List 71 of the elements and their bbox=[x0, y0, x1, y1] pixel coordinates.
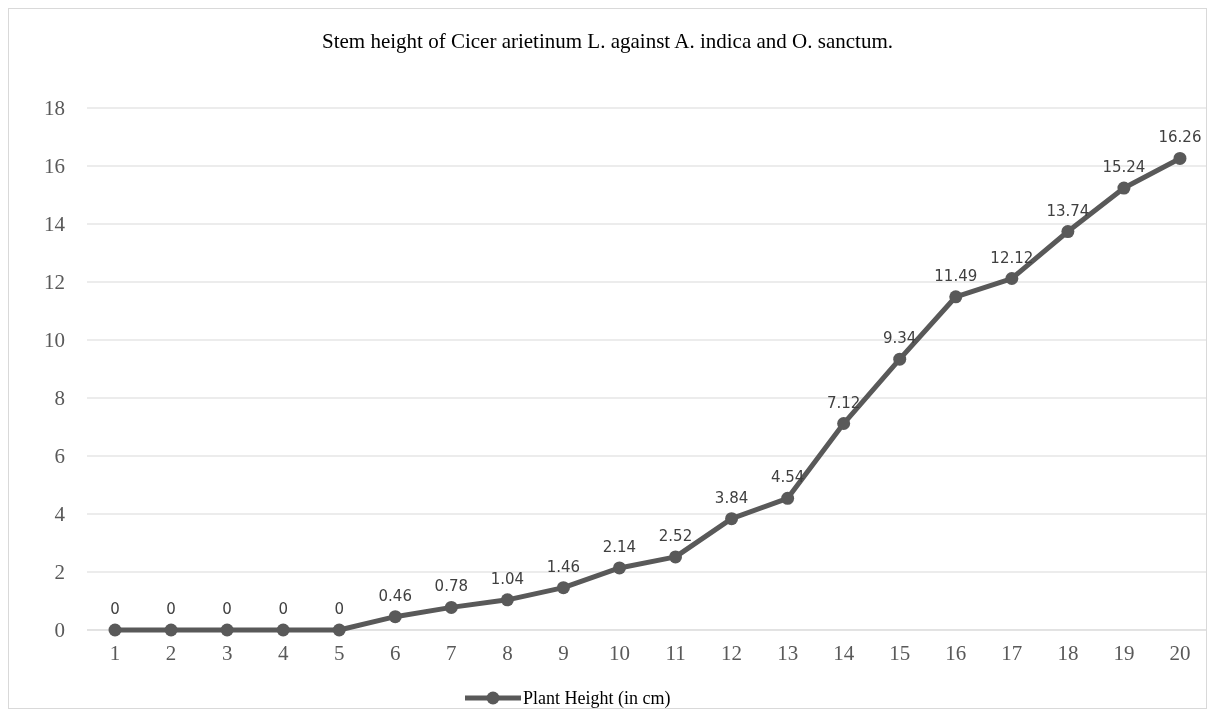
chart-title: Stem height of Cicer arietinum L. against A. indica and O. sanctum. bbox=[322, 29, 893, 53]
point bbox=[781, 491, 795, 505]
y-tick-label: 8 bbox=[54, 386, 65, 411]
x-tick-label: 9 bbox=[558, 641, 569, 665]
x-tick-label: 11 bbox=[665, 641, 686, 665]
y-tick-label: 2 bbox=[54, 560, 65, 585]
point bbox=[108, 623, 122, 637]
x-tick-label: 6 bbox=[390, 641, 401, 665]
data-label: 16.26 bbox=[1158, 128, 1202, 147]
y-tick-label: 0 bbox=[54, 618, 65, 643]
data-label: 0.78 bbox=[434, 577, 469, 596]
y-tick-label: 14 bbox=[44, 212, 66, 237]
data-label: 0 bbox=[110, 600, 120, 618]
y-tick-label: 6 bbox=[54, 444, 65, 469]
x-tick-label: 18 bbox=[1057, 641, 1079, 665]
x-tick-label: 15 bbox=[889, 641, 911, 665]
x-tick-label: 7 bbox=[446, 641, 457, 665]
x-tick-label: 5 bbox=[333, 641, 345, 665]
x-tick-label: 13 bbox=[777, 641, 799, 665]
data-label: 0 bbox=[278, 600, 288, 618]
point bbox=[1061, 225, 1075, 239]
point bbox=[444, 600, 458, 614]
x-tick-label: 10 bbox=[608, 641, 630, 665]
y-tick-label: 18 bbox=[44, 96, 65, 121]
data-label: 0 bbox=[166, 600, 176, 618]
x-tick-label: 8 bbox=[502, 641, 513, 665]
point bbox=[725, 512, 739, 526]
point bbox=[669, 550, 683, 564]
point bbox=[500, 593, 514, 607]
point bbox=[893, 352, 907, 366]
x-tick-label: 17 bbox=[1001, 641, 1023, 665]
x-tick-label: 20 bbox=[1169, 641, 1191, 665]
y-tick-label: 10 bbox=[44, 328, 65, 353]
y-tick-label: 12 bbox=[44, 270, 65, 295]
data-label: 13.74 bbox=[1046, 201, 1090, 220]
point bbox=[949, 290, 963, 304]
point bbox=[1117, 181, 1131, 195]
data-label: 0 bbox=[334, 600, 344, 618]
data-label: 15.24 bbox=[1102, 158, 1146, 177]
data-label: 1.04 bbox=[490, 569, 525, 588]
point bbox=[612, 561, 626, 575]
legend-label: Plant Height (in cm) bbox=[523, 688, 671, 710]
data-label: 3.84 bbox=[714, 488, 749, 507]
data-label: 7.12 bbox=[826, 393, 861, 412]
x-tick-label: 3 bbox=[221, 641, 233, 665]
point bbox=[220, 623, 234, 637]
data-label: 2.14 bbox=[602, 537, 637, 556]
data-label: 9.34 bbox=[883, 329, 917, 348]
x-tick-label: 2 bbox=[165, 641, 177, 665]
data-label: 11.49 bbox=[934, 266, 978, 285]
x-tick-label: 12 bbox=[721, 641, 743, 665]
point bbox=[388, 610, 402, 624]
data-label: 2.52 bbox=[658, 526, 693, 545]
x-tick-label: 14 bbox=[833, 641, 855, 665]
x-tick-label: 1 bbox=[109, 641, 121, 665]
x-tick-label: 16 bbox=[945, 641, 967, 665]
data-label: 0.46 bbox=[378, 586, 412, 605]
point bbox=[1173, 151, 1187, 165]
point bbox=[1005, 272, 1019, 286]
y-tick-label: 16 bbox=[44, 154, 65, 179]
point bbox=[276, 623, 290, 637]
point bbox=[164, 623, 178, 637]
point bbox=[837, 417, 851, 431]
data-label: 12.12 bbox=[990, 248, 1034, 267]
x-tick-label: 4 bbox=[277, 641, 289, 665]
point bbox=[556, 581, 570, 595]
data-label: 1.46 bbox=[546, 557, 581, 576]
y-tick-label: 4 bbox=[54, 502, 66, 527]
x-tick-label: 19 bbox=[1113, 641, 1135, 665]
point bbox=[332, 623, 346, 637]
data-label: 0 bbox=[222, 600, 232, 618]
